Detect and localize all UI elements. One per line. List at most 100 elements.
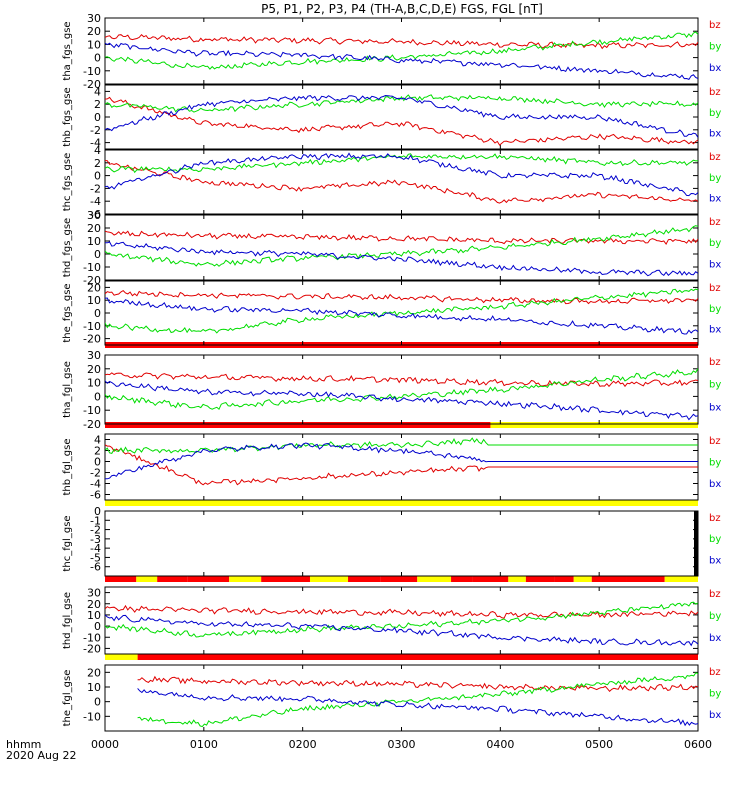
y-tick-label: 4	[94, 434, 101, 447]
y-tick-label: -20	[83, 274, 101, 287]
y-tick-label: 0	[94, 248, 101, 261]
legend-bx: bx	[709, 402, 721, 413]
legend-by: by	[709, 689, 721, 700]
y-tick-label: -20	[83, 333, 101, 346]
y-tick-label: 10	[87, 235, 101, 248]
legend-by: by	[709, 534, 721, 545]
y-tick-label: -5	[90, 551, 101, 564]
y-tick-label: -4	[90, 195, 101, 208]
panel-ylabel: thc_fgs_gse	[62, 153, 73, 212]
status-bar-segment	[380, 576, 418, 582]
status-bar-segment	[136, 576, 158, 582]
series-bx	[105, 42, 698, 81]
y-tick-label: -4	[90, 137, 101, 150]
status-bar-segment	[664, 576, 698, 582]
status-bar-segment	[229, 576, 262, 582]
y-tick-label: 20	[87, 598, 101, 611]
panel-thb_fgs_gse: 420-2-4 thb_fgs_gse bz by bx	[62, 84, 721, 150]
series-bz	[137, 675, 698, 693]
series-by	[137, 672, 698, 728]
y-tick-label: -10	[83, 65, 101, 78]
legend-bz: bz	[709, 217, 721, 228]
series-bz	[105, 33, 698, 50]
legend-bz: bz	[709, 87, 721, 98]
panel-ylabel: the_fgs_gse	[62, 283, 73, 342]
y-tick-label: 4	[94, 85, 101, 98]
y-tick-label: -10	[83, 631, 101, 644]
series-by	[105, 153, 698, 174]
time-axis: 0000 0100 0200 0300 0400 0500 0600	[91, 738, 712, 751]
series-by	[105, 225, 698, 267]
panel-ylabel: tha_fgl_gse	[62, 361, 73, 418]
legend-by: by	[709, 238, 721, 249]
x-tick-label: 0200	[289, 738, 317, 751]
y-tick-label: -3	[90, 533, 101, 546]
y-tick-label: -10	[83, 710, 101, 723]
legend-bx: bx	[709, 555, 721, 566]
status-bar-segment	[309, 576, 349, 582]
legend-bz: bz	[709, 283, 721, 294]
y-tick-label: 20	[87, 281, 101, 294]
series-bz	[105, 604, 698, 619]
y-tick-label: -10	[83, 261, 101, 274]
legend-bx: bx	[709, 325, 721, 336]
panel-thc_fgl_gse: 0-1-2-3-4-5-6 thc_fgl_gse bz by bx	[62, 505, 721, 577]
y-tick-label: 30	[87, 12, 101, 25]
x-tick-label: 0000	[91, 738, 119, 751]
y-tick-label: 0	[94, 170, 101, 183]
series-bx	[105, 442, 698, 480]
status-bar-segment	[490, 422, 698, 428]
status-bar-segment	[508, 576, 526, 582]
y-tick-label: -2	[90, 124, 101, 137]
series-bx	[105, 380, 698, 421]
legend-by: by	[709, 380, 721, 391]
panel-thc_fgs_gse: 420-2-4-6 thc_fgs_gse bz by bx	[62, 144, 721, 221]
y-tick-label: -2	[90, 524, 101, 537]
legend-bx: bx	[709, 129, 721, 140]
status-bar-segment	[525, 576, 555, 582]
time-axis-label-date: 2020 Aug 22	[6, 749, 76, 762]
legend-by: by	[709, 458, 721, 469]
y-tick-label: 30	[87, 587, 101, 600]
y-tick-label: -10	[83, 320, 101, 333]
y-tick-label: -20	[83, 642, 101, 655]
y-tick-label: 0	[94, 505, 101, 518]
legend-by: by	[709, 304, 721, 315]
y-tick-label: 20	[87, 363, 101, 376]
panel-ylabel: thd_fgl_gse	[62, 592, 73, 649]
legend-bx: bx	[709, 194, 721, 205]
y-tick-label: -20	[83, 418, 101, 431]
legend-bx: bx	[709, 63, 721, 74]
x-tick-label: 0500	[585, 738, 613, 751]
status-bar-segment	[105, 576, 137, 582]
legend-bx: bx	[709, 710, 721, 721]
status-bar-segment	[417, 576, 452, 582]
panel-ylabel: thd_fgs_gse	[62, 218, 73, 277]
y-tick-label: 0	[94, 52, 101, 65]
y-tick-label: 0	[94, 696, 101, 709]
y-tick-label: 10	[87, 681, 101, 694]
x-tick-label: 0400	[486, 738, 514, 751]
x-tick-label: 0600	[684, 738, 712, 751]
y-tick-label: 20	[87, 222, 101, 235]
status-bar-segment	[472, 576, 509, 582]
y-tick-label: 20	[87, 25, 101, 38]
y-tick-label: 30	[87, 209, 101, 222]
status-bar-segment	[137, 654, 699, 660]
panel-the_fgl_gse: 20 10 0-10 the_fgl_gse bz by bx	[62, 664, 721, 732]
series-bz	[105, 444, 698, 486]
y-tick-label: 0	[94, 111, 101, 124]
series-bz	[105, 160, 698, 204]
y-tick-label: 4	[94, 144, 101, 157]
series-bx	[137, 688, 698, 727]
panel-thb_fgl_gse: 420-2-4-6 thb_fgl_gse bz by bx	[62, 433, 721, 502]
time-axis-label-hhmm: hhmm	[6, 738, 41, 751]
status-bar-segment	[157, 576, 188, 582]
y-tick-label: 0	[94, 456, 101, 469]
legend-bz: bz	[709, 152, 721, 163]
